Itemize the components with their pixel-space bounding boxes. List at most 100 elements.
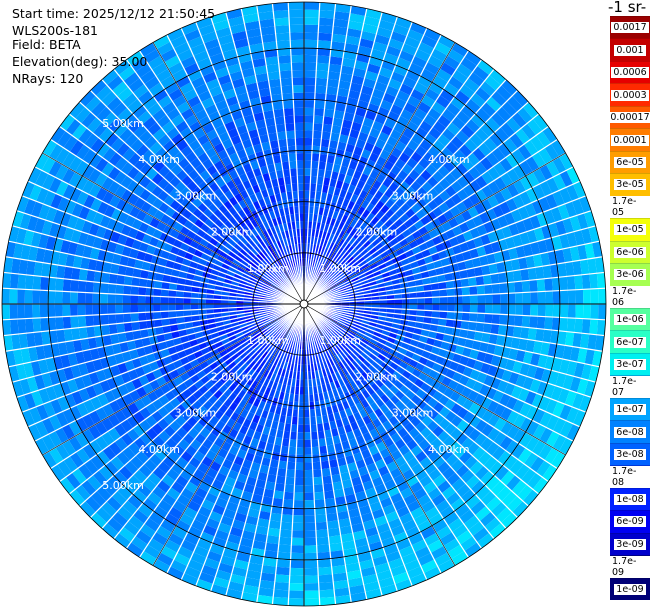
range-gate (287, 339, 293, 348)
range-gate (323, 326, 330, 334)
range-gate (228, 300, 237, 304)
range-gate (116, 322, 126, 334)
range-gate (222, 508, 237, 520)
range-gate (127, 368, 139, 381)
range-gate (578, 394, 592, 413)
range-gate (566, 360, 578, 377)
range-gate (351, 75, 365, 86)
range-gate (247, 349, 256, 358)
range-gate (251, 236, 260, 246)
range-gate (207, 256, 217, 265)
range-gate (537, 239, 548, 254)
range-gate (542, 265, 552, 279)
range-gate (232, 212, 242, 222)
range-gate (161, 474, 176, 488)
range-gate (175, 310, 184, 318)
range-gate (455, 464, 470, 478)
range-gate (71, 468, 87, 485)
range-gate (139, 188, 152, 202)
range-gate (38, 358, 49, 375)
range-gate (345, 143, 356, 154)
range-gate (257, 11, 275, 21)
range-gate (395, 365, 406, 376)
range-gate (313, 339, 318, 348)
range-gate (384, 399, 395, 410)
range-gate (473, 359, 484, 372)
range-gate (511, 443, 526, 460)
range-gate (379, 384, 390, 394)
range-gate (219, 267, 229, 275)
range-gate (304, 39, 318, 48)
ray-gap (5, 256, 305, 305)
range-gate (308, 394, 315, 403)
range-gate (317, 40, 332, 49)
range-gate (168, 310, 177, 319)
range-gate (366, 328, 375, 335)
range-gate (198, 309, 207, 316)
range-gate (23, 392, 37, 410)
range-gate (293, 500, 304, 508)
range-gate (341, 367, 350, 376)
range-gate (477, 451, 492, 466)
range-gate (205, 298, 214, 304)
range-gate (294, 115, 304, 124)
range-gate (247, 250, 256, 259)
range-gate (108, 323, 118, 335)
range-gate (207, 394, 219, 405)
range-gate (455, 162, 469, 176)
range-gate (352, 264, 361, 272)
range-gate (227, 206, 238, 216)
range-gate (231, 234, 240, 244)
range-gate (349, 247, 358, 256)
ray-gap (225, 12, 305, 305)
range-gate (197, 133, 210, 146)
range-gate (33, 331, 44, 347)
range-gate (328, 357, 335, 367)
range-gate (326, 267, 333, 275)
range-gate (256, 207, 265, 217)
range-gate (246, 377, 255, 387)
range-gate (95, 186, 108, 202)
range-gate (232, 202, 243, 213)
range-gate (45, 357, 57, 373)
range-gate (566, 184, 579, 202)
range-gate (571, 392, 585, 410)
range-gate (190, 298, 199, 304)
ray-gap (303, 303, 540, 495)
range-gate (354, 317, 363, 323)
range-gate (402, 127, 416, 140)
ray (303, 5, 367, 305)
range-gate (411, 539, 428, 553)
range-gate (548, 370, 560, 386)
range-gate (201, 499, 215, 511)
range-gate (127, 227, 139, 240)
ray (303, 59, 495, 305)
range-gate (63, 266, 73, 280)
range-gate (246, 230, 256, 240)
range-gate (130, 57, 148, 72)
range-gate (457, 261, 467, 272)
range-gate (417, 75, 433, 89)
range-gate (123, 313, 132, 323)
range-gate (377, 337, 387, 346)
range-gate (263, 488, 275, 498)
ray-gap (50, 139, 305, 305)
range-gate (331, 125, 342, 135)
ray-gap (303, 303, 606, 321)
range-gate (469, 348, 480, 360)
range-gate (281, 272, 288, 280)
range-gate (55, 411, 69, 428)
range-gate (337, 268, 346, 276)
range-gate (267, 379, 275, 389)
range-gate (367, 324, 376, 332)
range-gate (537, 354, 548, 369)
range-gate (183, 291, 192, 299)
range-gate (304, 32, 319, 41)
range-gate (362, 334, 372, 342)
range-gate (387, 517, 403, 530)
range-gate (57, 196, 70, 213)
range-gate (227, 63, 242, 75)
range-gate (190, 102, 205, 115)
range-gate (231, 566, 248, 578)
range-gate (177, 546, 194, 560)
